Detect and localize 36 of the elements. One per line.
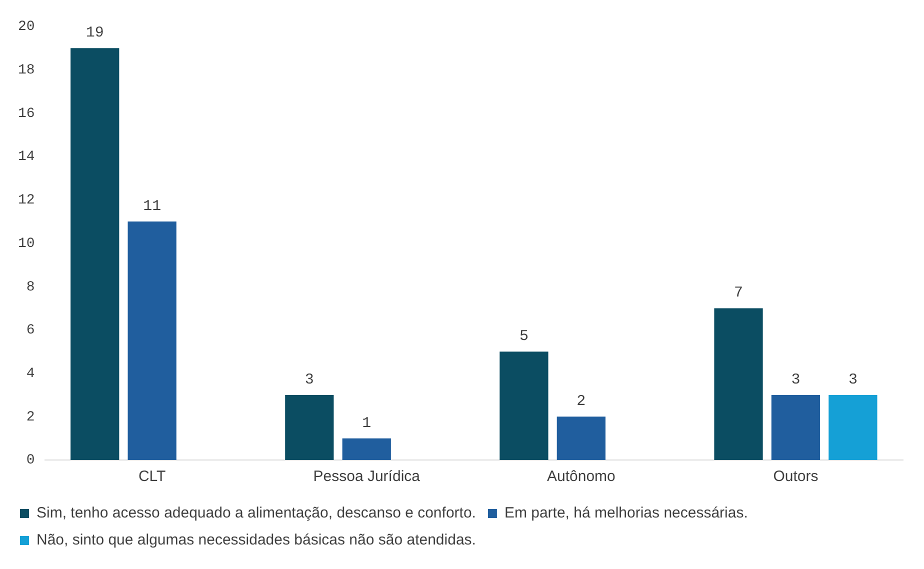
y-tick-label: 0 <box>26 452 35 469</box>
bar <box>556 416 606 460</box>
data-label: 11 <box>143 198 162 215</box>
y-tick-label: 20 <box>18 19 35 36</box>
bar <box>342 438 391 460</box>
y-tick-label: 14 <box>18 149 35 166</box>
bar <box>285 394 334 460</box>
y-tick-label: 6 <box>26 322 35 339</box>
y-tick-label: 4 <box>26 366 35 382</box>
legend-label: Em parte, há melhorias necessárias. <box>504 504 748 522</box>
bar <box>771 394 820 460</box>
data-label: 3 <box>791 371 800 388</box>
bar <box>714 308 763 460</box>
x-tick-label: CLT <box>138 468 166 486</box>
data-label: 3 <box>304 371 314 388</box>
legend-label: Não, sinto que algumas necessidades básicas não são atendidas. <box>36 532 476 549</box>
bar <box>500 352 548 460</box>
bar <box>128 222 176 460</box>
y-tick-label: 2 <box>26 409 35 426</box>
x-tick-label: Autônomo <box>546 468 616 486</box>
y-tick-label: 8 <box>26 279 35 296</box>
y-tick-label: 12 <box>18 192 35 209</box>
y-tick-label: 18 <box>18 62 35 78</box>
y-tick-label: 10 <box>18 236 35 252</box>
y-tick-label: 16 <box>18 106 35 122</box>
data-label: 1 <box>362 414 372 432</box>
legend-label: Sim, tenho acesso adequado a alimentação, descanso e conforto. <box>36 504 476 522</box>
data-label: 19 <box>86 24 104 42</box>
bar <box>70 48 120 460</box>
x-tick-label: Pessoa Jurídica <box>313 468 421 486</box>
data-label: 5 <box>519 328 528 346</box>
bar <box>828 394 878 460</box>
data-label: 2 <box>576 393 586 410</box>
x-tick-label: Outors <box>773 468 818 486</box>
data-label: 7 <box>734 284 744 302</box>
data-label: 3 <box>848 371 858 388</box>
